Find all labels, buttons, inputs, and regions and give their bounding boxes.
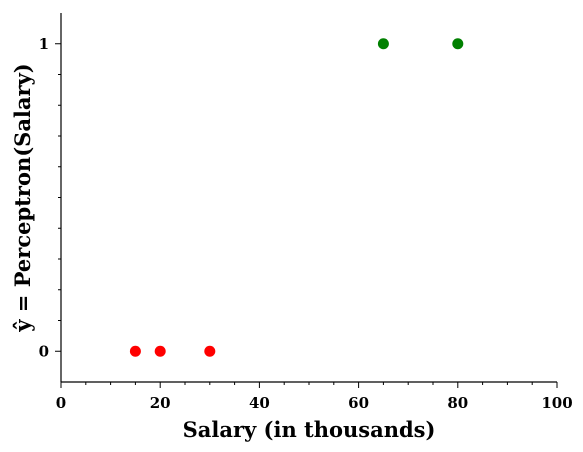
y-axis-ticks: 01 xyxy=(39,35,61,360)
x-tick-label: 100 xyxy=(541,394,572,412)
data-point xyxy=(452,38,464,50)
x-tick-label: 20 xyxy=(150,394,171,412)
x-tick-label: 0 xyxy=(56,394,66,412)
data-point xyxy=(129,345,141,357)
data-point xyxy=(377,38,389,50)
data-point xyxy=(204,345,216,357)
x-axis-title: Salary (in thousands) xyxy=(183,417,436,442)
y-axis-title: ŷ = Perceptron(Salary) xyxy=(10,63,35,332)
x-tick-label: 40 xyxy=(249,394,270,412)
x-axis-ticks: 0 20 40 60 80 100 xyxy=(56,382,573,412)
data-points xyxy=(129,38,464,357)
x-tick-label: 80 xyxy=(447,394,468,412)
y-tick-label: 0 xyxy=(39,342,49,360)
data-point xyxy=(154,345,166,357)
x-tick-label: 60 xyxy=(348,394,369,412)
y-tick-label: 1 xyxy=(39,35,49,53)
